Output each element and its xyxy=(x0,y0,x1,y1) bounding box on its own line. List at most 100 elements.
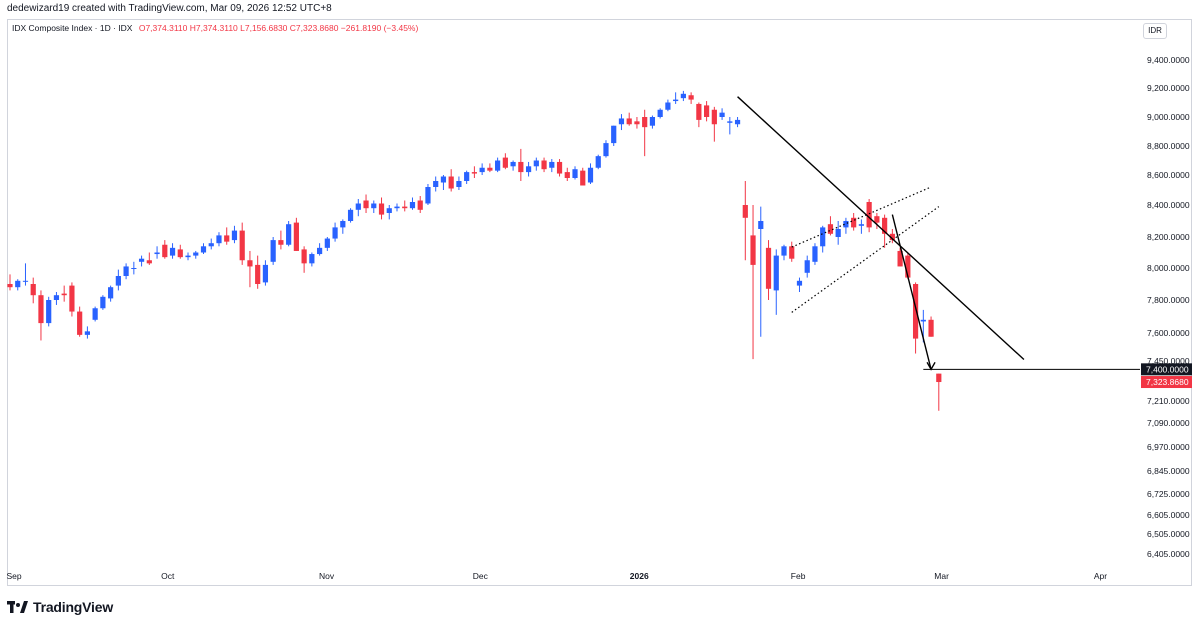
tradingview-logo-text: TradingView xyxy=(33,599,114,615)
y-axis-tick-label: 8,000.0000 xyxy=(1147,263,1190,273)
candle-body xyxy=(84,331,90,335)
candle-body xyxy=(208,243,214,247)
candle-body xyxy=(355,203,361,210)
candle-body xyxy=(471,172,477,174)
candle-body xyxy=(200,246,207,253)
price-label-badge xyxy=(1141,376,1192,389)
y-axis-tick-label: 6,725.0000 xyxy=(1147,489,1190,499)
candle-body xyxy=(394,206,400,209)
price-label-text: 7,400.0000 xyxy=(1146,364,1189,374)
candle-body xyxy=(440,176,447,183)
candle-body xyxy=(53,295,60,300)
candle-body xyxy=(224,235,230,242)
candle-body xyxy=(642,117,648,128)
x-axis-tick-label: 2026 xyxy=(630,571,649,581)
candle-body xyxy=(549,161,555,168)
candle-body xyxy=(487,167,493,171)
candle-body xyxy=(773,255,779,291)
candle-body xyxy=(363,200,369,209)
candle-body xyxy=(905,255,911,278)
candle-body xyxy=(897,250,903,267)
legend-ohlc: O7,374.3110 H7,374.3110 L7,156.6830 C7,3… xyxy=(138,23,419,33)
x-axis-tick-label: Mar xyxy=(934,571,949,581)
y-axis-tick-label: 9,000.0000 xyxy=(1147,112,1190,122)
candle-body xyxy=(378,203,385,215)
candle-body xyxy=(804,260,810,273)
candle-body xyxy=(115,276,121,286)
candle-body xyxy=(108,287,114,299)
y-axis-tick-label: 9,400.0000 xyxy=(1147,55,1190,65)
candle-body xyxy=(518,161,524,173)
candle-body xyxy=(866,202,872,228)
candle-body xyxy=(603,143,609,157)
chart-credit: dedewizard19 created with TradingView.co… xyxy=(7,3,332,14)
drop-arrow-head xyxy=(926,361,936,371)
candle-body xyxy=(556,161,563,174)
candle-body xyxy=(123,266,129,276)
x-axis-tick-label: Oct xyxy=(161,571,175,581)
candle-body xyxy=(750,235,756,265)
y-axis-tick-label: 6,505.0000 xyxy=(1147,529,1190,539)
candle-body xyxy=(371,203,377,209)
candle-body xyxy=(347,209,354,221)
candle-body xyxy=(827,224,834,234)
candle-body xyxy=(169,247,176,256)
candle-body xyxy=(564,172,570,178)
candle-body xyxy=(138,258,145,262)
candle-body xyxy=(495,160,501,171)
currency-unit-button[interactable]: IDR xyxy=(1143,23,1167,39)
y-axis-tick-label: 7,210.0000 xyxy=(1147,396,1190,406)
candle-body xyxy=(425,187,431,204)
candle-body xyxy=(696,103,702,120)
candle-body xyxy=(595,156,601,168)
candle-body xyxy=(634,121,640,125)
wedge-upper-line xyxy=(791,186,932,248)
candle-body xyxy=(464,172,470,181)
candle-body xyxy=(525,166,532,173)
candle-body xyxy=(386,208,392,213)
candle-body xyxy=(193,252,199,256)
tradingview-logo-icon xyxy=(7,600,28,613)
price-label-text: 7,323.8680 xyxy=(1146,377,1189,387)
candle-body xyxy=(820,227,826,247)
candle-body xyxy=(572,169,578,178)
candle-body xyxy=(154,252,160,255)
candle-body xyxy=(38,295,44,324)
candle-body xyxy=(657,109,663,117)
candle-body xyxy=(843,221,849,228)
top-bar: dedewizard19 created with TradingView.co… xyxy=(0,0,1199,20)
candle-body xyxy=(580,170,586,186)
candle-body xyxy=(270,240,276,262)
candle-body xyxy=(587,167,594,183)
candle-body xyxy=(301,249,307,264)
y-axis-tick-label: 9,200.0000 xyxy=(1147,83,1190,93)
candle-body xyxy=(92,308,98,320)
candle-body xyxy=(812,246,818,262)
candle-body xyxy=(618,118,625,125)
candle-body xyxy=(928,319,934,337)
candle-body xyxy=(874,216,880,223)
drop-arrow-line xyxy=(891,214,932,370)
candle-body xyxy=(704,105,710,117)
candle-body xyxy=(835,229,841,237)
candle-body xyxy=(324,238,330,248)
candle-body xyxy=(409,202,416,209)
candle-body xyxy=(626,118,632,125)
y-axis-tick-label: 6,405.0000 xyxy=(1147,549,1190,559)
downtrend-line xyxy=(737,96,1025,361)
candle-body xyxy=(293,222,299,251)
x-axis-tick-label: Nov xyxy=(319,571,335,581)
candle-body xyxy=(340,221,346,228)
y-axis-tick-label: 7,800.0000 xyxy=(1147,295,1190,305)
candle-body xyxy=(889,233,895,241)
candle-body xyxy=(688,95,694,100)
candle-body xyxy=(61,293,67,296)
candle-body xyxy=(479,167,485,173)
candle-body xyxy=(851,217,857,228)
candle-body xyxy=(146,260,152,264)
candle-body xyxy=(912,284,919,339)
candle-body xyxy=(30,284,36,296)
candle-body xyxy=(742,205,748,218)
candle-body xyxy=(216,235,222,244)
